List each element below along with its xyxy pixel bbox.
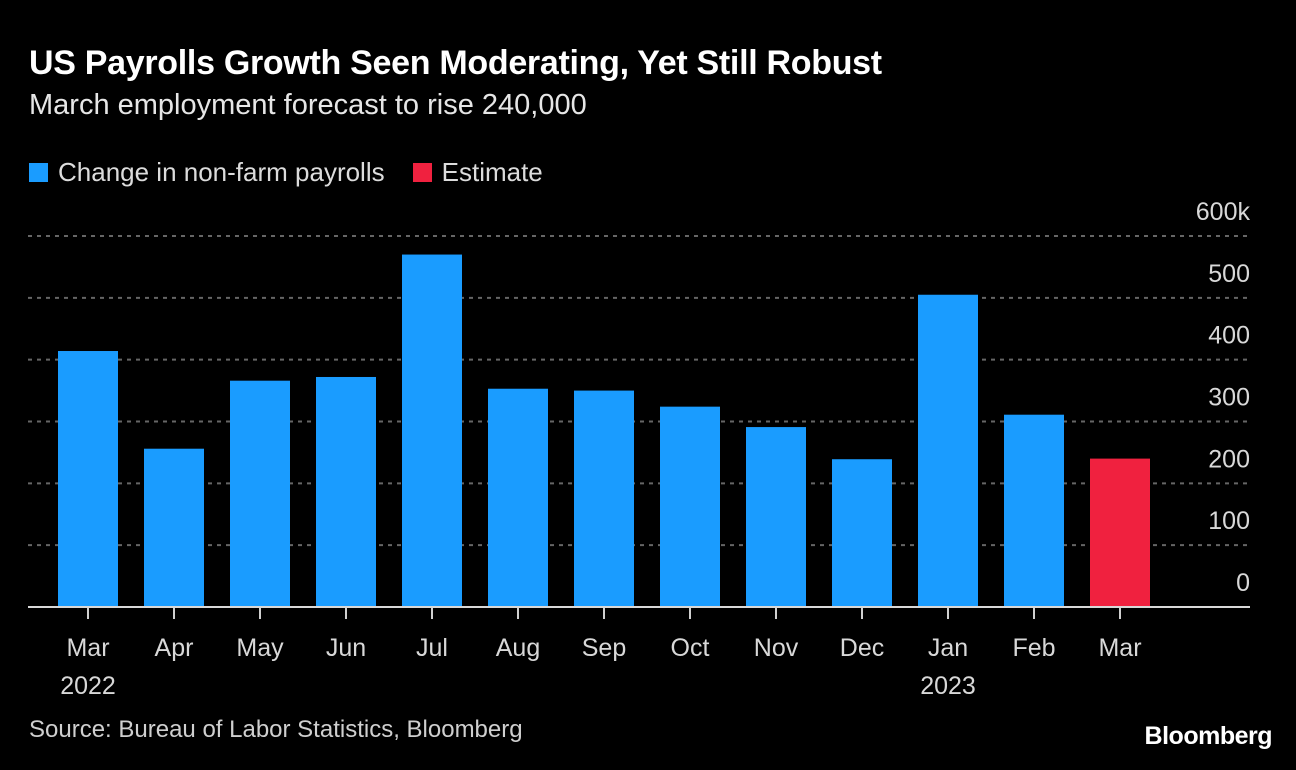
x-tick-label: Mar bbox=[66, 634, 109, 662]
y-tick-label: 100 bbox=[1208, 507, 1250, 535]
x-tick-label: Oct bbox=[671, 634, 710, 662]
bar bbox=[316, 376, 376, 607]
legend-item-payrolls: Change in non-farm payrolls bbox=[29, 157, 385, 188]
x-tick-label: Jul bbox=[416, 634, 448, 662]
y-tick-label: 500 bbox=[1208, 260, 1250, 288]
y-tick-label: 600k bbox=[1196, 198, 1251, 226]
x-tick-label: 2022 bbox=[60, 672, 116, 700]
legend: Change in non-farm payrolls Estimate bbox=[29, 157, 571, 188]
bar bbox=[574, 390, 634, 607]
legend-label-payrolls: Change in non-farm payrolls bbox=[58, 157, 385, 187]
bar bbox=[918, 294, 978, 607]
x-tick-label: Aug bbox=[496, 634, 540, 662]
bar bbox=[746, 427, 806, 607]
legend-label-estimate: Estimate bbox=[441, 157, 543, 187]
bloomberg-logo: Bloomberg bbox=[1144, 722, 1273, 750]
y-tick-label: 300 bbox=[1208, 384, 1250, 412]
x-tick-label: Dec bbox=[840, 634, 884, 662]
chart-subtitle: March employment forecast to rise 240,00… bbox=[29, 89, 587, 121]
bar bbox=[402, 254, 462, 608]
x-tick-label: 2023 bbox=[920, 672, 976, 700]
x-tick-label: Apr bbox=[155, 634, 194, 662]
bar bbox=[488, 388, 548, 607]
x-tick-label: Feb bbox=[1012, 634, 1055, 662]
bar bbox=[230, 380, 290, 607]
x-tick-label: Jan bbox=[928, 634, 968, 662]
source-note: Source: Bureau of Labor Statistics, Bloo… bbox=[29, 716, 523, 743]
x-tick-label: Nov bbox=[754, 634, 799, 662]
y-tick-label: 400 bbox=[1208, 322, 1250, 350]
bar bbox=[1090, 458, 1150, 607]
bar bbox=[660, 406, 720, 607]
bar bbox=[144, 448, 204, 607]
x-tick-label: Sep bbox=[582, 634, 626, 662]
y-tick-label: 200 bbox=[1208, 445, 1250, 473]
x-tick-label: May bbox=[236, 634, 284, 662]
y-tick-label: 0 bbox=[1236, 569, 1250, 597]
legend-item-estimate: Estimate bbox=[412, 157, 543, 188]
x-tick-label: Mar bbox=[1098, 634, 1141, 662]
legend-swatch-payrolls bbox=[29, 163, 48, 182]
bar bbox=[58, 351, 118, 607]
x-tick-label: Jun bbox=[326, 634, 366, 662]
bar bbox=[1004, 414, 1064, 607]
legend-swatch-estimate bbox=[412, 163, 432, 182]
chart-title: US Payrolls Growth Seen Moderating, Yet … bbox=[29, 44, 882, 82]
bar bbox=[832, 459, 892, 607]
